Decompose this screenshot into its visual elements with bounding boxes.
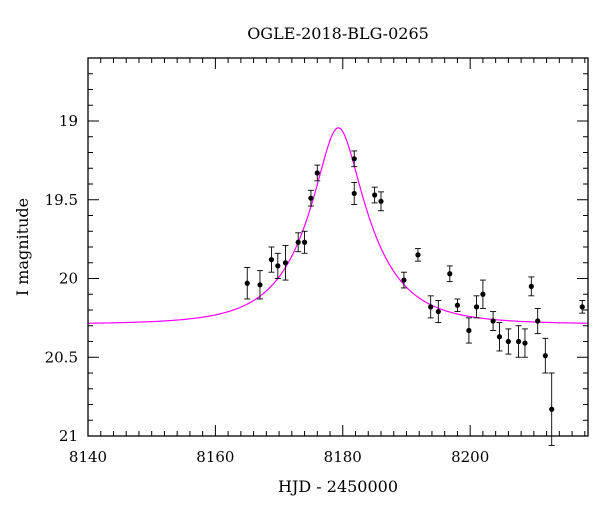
data-point [351,181,358,205]
data-points [244,150,586,446]
data-marker [454,302,461,308]
data-marker [372,192,378,198]
data-marker [378,198,384,204]
data-marker [244,280,250,286]
data-point [307,189,314,207]
data-marker [257,282,263,288]
data-marker [473,304,480,310]
x-tick-label: 8160 [196,448,234,466]
data-point [295,232,302,253]
data-point [301,230,308,254]
data-marker [301,239,308,245]
data-marker [351,190,357,197]
data-marker [480,291,486,297]
data-point [505,328,512,355]
y-tick-label: 20.5 [45,348,78,366]
data-marker [579,304,585,310]
data-point [268,246,275,273]
data-point [377,191,384,212]
data-marker [415,252,421,258]
axis-tick-labels: 8140 8160 8180 8200 19 19.5 20 20.5 21 [45,112,490,466]
data-point [427,295,434,319]
data-marker [535,318,541,324]
data-marker [295,239,301,245]
data-marker [466,327,472,334]
data-point [548,372,555,446]
data-marker [435,308,441,315]
chart-title: OGLE-2018-BLG-0265 [247,24,429,43]
data-point [256,270,263,300]
axis-ticks [87,57,588,437]
y-tick-label: 21 [59,427,78,445]
x-tick-label: 8200 [451,448,489,466]
data-marker [314,170,320,176]
data-marker [282,260,289,266]
data-marker [549,406,555,412]
data-point [528,276,535,297]
plot-frame [87,57,589,437]
data-point [579,300,586,314]
data-marker [401,277,407,283]
data-point [244,267,251,300]
data-point [371,186,378,204]
data-marker [528,283,534,289]
data-point [414,248,421,262]
data-point [435,300,442,324]
data-marker [447,271,453,277]
data-point [490,311,497,331]
data-point [465,317,472,344]
data-marker [490,318,496,324]
data-point [314,164,321,182]
data-point [454,298,461,313]
data-marker [268,257,275,263]
data-point [521,328,528,358]
data-marker [515,338,522,345]
data-marker [505,338,511,345]
data-point [496,322,503,352]
y-axis-title: I magnitude [13,198,32,296]
data-point [473,295,480,319]
model-curve [87,127,588,324]
data-point [400,271,407,289]
y-tick-label: 19.5 [45,191,78,209]
data-marker [308,195,314,201]
x-tick-label: 8140 [69,448,107,466]
data-point [282,244,289,281]
x-tick-label: 8180 [324,448,362,466]
data-marker [275,263,281,269]
data-marker [542,353,548,359]
data-marker [351,156,357,162]
data-marker [496,334,503,340]
data-point [274,252,281,279]
x-axis-title: HJD - 2450000 [278,477,398,496]
data-point [515,325,522,358]
y-tick-label: 20 [59,270,78,288]
data-marker [522,340,528,346]
data-point [479,279,486,309]
y-tick-label: 19 [59,112,78,130]
data-point [534,307,541,335]
data-point [542,337,549,374]
data-point [351,150,358,168]
data-point [446,265,453,283]
data-marker [428,304,434,310]
